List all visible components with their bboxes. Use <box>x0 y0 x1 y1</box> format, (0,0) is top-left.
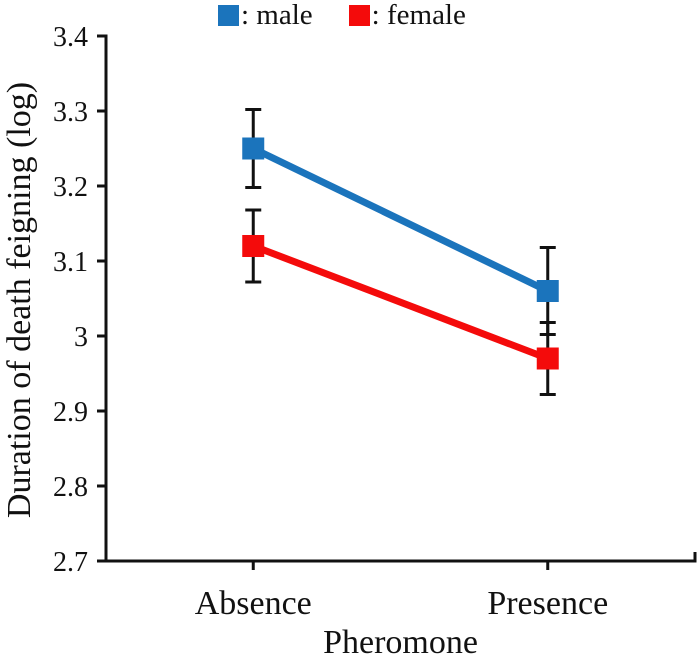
y-tick-label-3: 3 <box>74 322 88 353</box>
legend-item-female: : female <box>348 0 466 31</box>
x-tick-label-absence: Absence <box>195 585 312 622</box>
legend-item-male: : male <box>218 1 313 30</box>
y-tick-label-3.2: 3.2 <box>53 172 88 203</box>
y-tick-label-3.1: 3.1 <box>53 247 88 278</box>
legend-label-male: : male <box>241 0 313 31</box>
male-marker-presence <box>536 280 559 302</box>
y-tick-label-3.4: 3.4 <box>53 22 88 53</box>
chart-legend: : male : female <box>218 1 466 30</box>
x-tick-label-presence: Presence <box>487 585 608 622</box>
female-line <box>252 242 549 362</box>
male-marker-absence <box>242 137 265 160</box>
axis-lines <box>104 34 697 563</box>
legend-label-female: : female <box>371 0 466 31</box>
male-line <box>251 145 550 295</box>
female-swatch-icon <box>348 5 370 26</box>
y-tick-label-3.3: 3.3 <box>53 97 88 128</box>
y-tick-label-2.7: 2.7 <box>53 547 88 578</box>
male-swatch-icon <box>218 5 239 26</box>
y-tick-label-2.9: 2.9 <box>53 397 88 428</box>
y-tick-label-2.8: 2.8 <box>53 472 88 503</box>
female-marker-absence <box>242 235 265 257</box>
x-axis-title: Pheromone <box>323 624 478 661</box>
female-marker-presence <box>536 347 559 370</box>
